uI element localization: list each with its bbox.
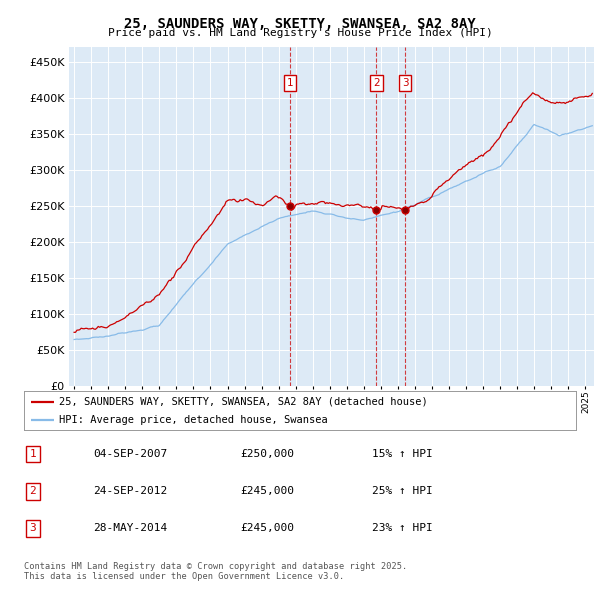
Text: £245,000: £245,000 xyxy=(240,523,294,533)
Text: Price paid vs. HM Land Registry's House Price Index (HPI): Price paid vs. HM Land Registry's House … xyxy=(107,28,493,38)
Text: 3: 3 xyxy=(29,523,37,533)
Text: 25, SAUNDERS WAY, SKETTY, SWANSEA, SA2 8AY (detached house): 25, SAUNDERS WAY, SKETTY, SWANSEA, SA2 8… xyxy=(59,396,428,407)
Text: £245,000: £245,000 xyxy=(240,486,294,496)
Text: £250,000: £250,000 xyxy=(240,449,294,459)
Text: 2: 2 xyxy=(29,486,37,496)
Text: 04-SEP-2007: 04-SEP-2007 xyxy=(93,449,167,459)
Text: 28-MAY-2014: 28-MAY-2014 xyxy=(93,523,167,533)
Text: 23% ↑ HPI: 23% ↑ HPI xyxy=(372,523,433,533)
Text: HPI: Average price, detached house, Swansea: HPI: Average price, detached house, Swan… xyxy=(59,415,328,425)
Text: 25, SAUNDERS WAY, SKETTY, SWANSEA, SA2 8AY: 25, SAUNDERS WAY, SKETTY, SWANSEA, SA2 8… xyxy=(124,17,476,31)
Text: 15% ↑ HPI: 15% ↑ HPI xyxy=(372,449,433,459)
Text: 25% ↑ HPI: 25% ↑ HPI xyxy=(372,486,433,496)
Text: 3: 3 xyxy=(401,78,408,88)
Text: 1: 1 xyxy=(287,78,293,88)
Text: 2: 2 xyxy=(373,78,380,88)
Text: 24-SEP-2012: 24-SEP-2012 xyxy=(93,486,167,496)
Text: Contains HM Land Registry data © Crown copyright and database right 2025.
This d: Contains HM Land Registry data © Crown c… xyxy=(24,562,407,581)
Text: 1: 1 xyxy=(29,449,37,459)
